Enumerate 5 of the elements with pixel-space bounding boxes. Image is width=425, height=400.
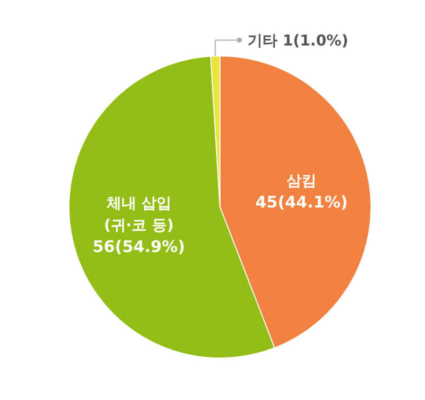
slice-label: 삼킴 [286,172,317,190]
slice-label: 체내 삽입 (귀·코 등) [104,194,174,234]
data-label: 45(44.1%) [255,192,348,212]
slice-label: 기타 1(1.0%) [247,31,348,50]
data-label: 56(54.9%) [92,236,186,256]
